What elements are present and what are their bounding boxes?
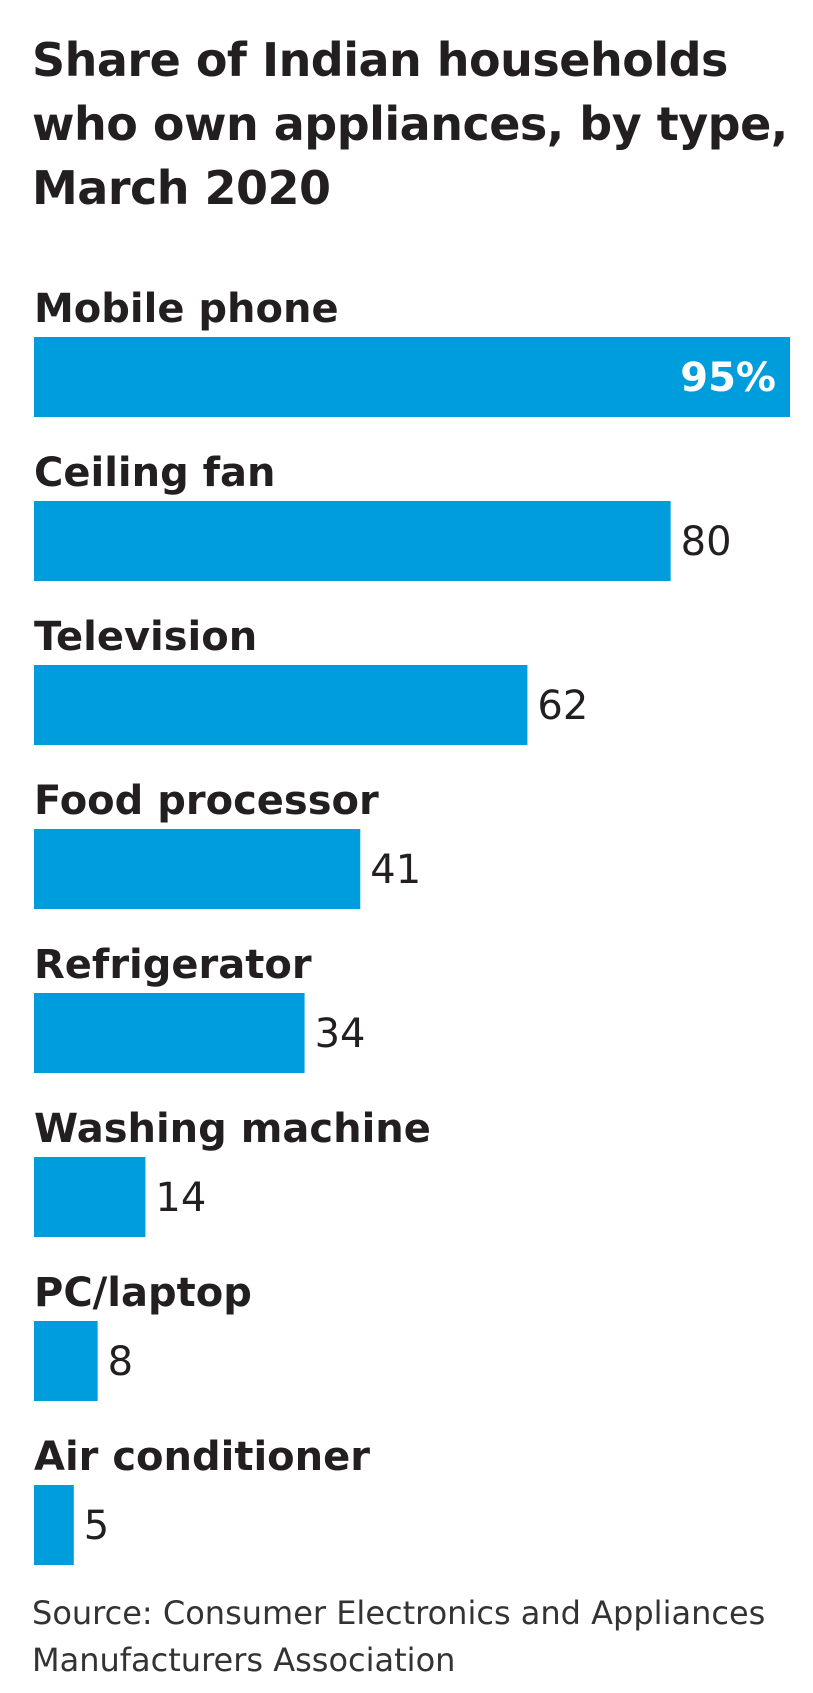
- category-label-ceiling-fan: Ceiling fan: [34, 450, 276, 496]
- bar-ceiling-fan: [34, 501, 671, 581]
- category-label-air-conditioner: Air conditioner: [34, 1434, 370, 1480]
- bar-washing-machine: [34, 1157, 146, 1237]
- bar-pc-laptop: [34, 1321, 98, 1401]
- value-label-refrigerator: 34: [315, 1011, 366, 1057]
- bar-chart: Mobile phone 95% Ceiling fan 80 Television 62…: [34, 286, 790, 1565]
- category-label-pc-laptop: PC/laptop: [34, 1270, 252, 1316]
- source-note: Source: Consumer Electronics and Applian…: [32, 1594, 766, 1679]
- category-label-television: Television: [34, 614, 257, 660]
- bar-air-conditioner: [34, 1485, 74, 1565]
- value-label-television: 62: [537, 683, 588, 729]
- value-label-ceiling-fan: 80: [681, 519, 732, 565]
- value-label-pc-laptop: 8: [108, 1339, 133, 1385]
- chart-title: Share of Indian households who own appli…: [32, 33, 788, 215]
- category-label-mobile-phone: Mobile phone: [34, 286, 339, 332]
- bar-television: [34, 665, 528, 745]
- value-label-air-conditioner: 5: [84, 1503, 109, 1549]
- category-label-refrigerator: Refrigerator: [34, 942, 312, 988]
- bar-food-processor: [34, 829, 361, 909]
- category-label-food-processor: Food processor: [34, 778, 379, 824]
- bar-refrigerator: [34, 993, 305, 1073]
- value-label-food-processor: 41: [370, 847, 421, 893]
- category-label-washing-machine: Washing machine: [34, 1106, 431, 1152]
- value-label-mobile-phone: 95%: [680, 355, 776, 401]
- bar-mobile-phone: [34, 337, 790, 417]
- value-label-washing-machine: 14: [155, 1175, 206, 1221]
